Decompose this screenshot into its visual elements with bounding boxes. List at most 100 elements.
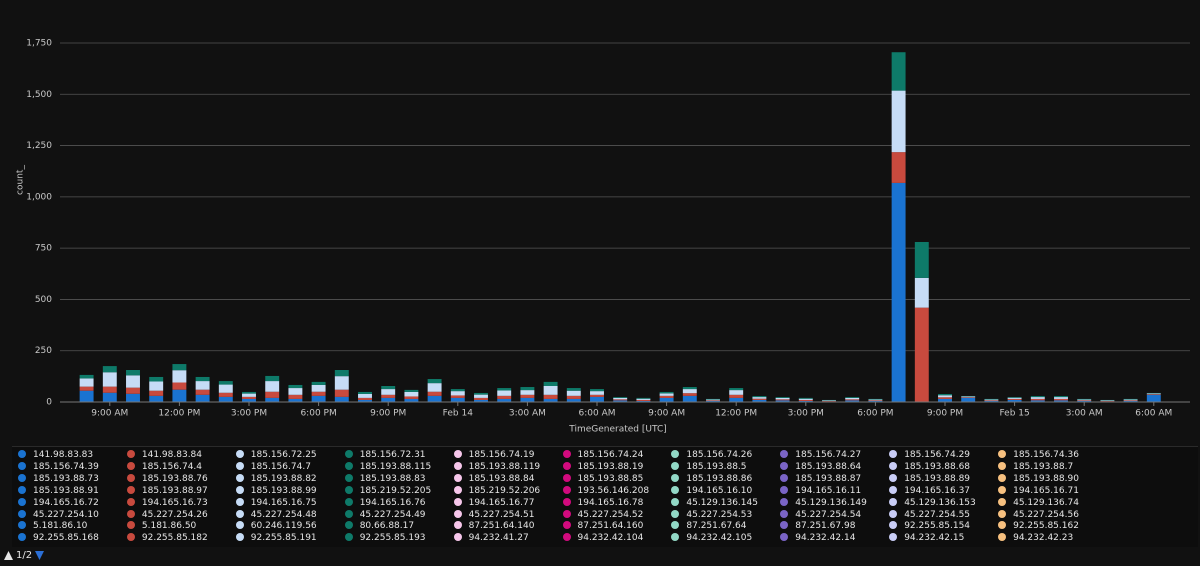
legend-item[interactable]: 92.255.85.191: [235, 533, 317, 544]
legend-item[interactable]: 185.219.52.205: [344, 485, 431, 497]
bar-segment: [242, 398, 256, 402]
legend-item[interactable]: 185.193.88.68: [889, 461, 970, 473]
legend-item[interactable]: 87.251.64.160: [562, 521, 643, 532]
legend-item[interactable]: 185.193.88.97: [126, 485, 208, 497]
legend-item[interactable]: 45.227.254.53: [671, 509, 753, 521]
legend-item[interactable]: 185.219.52.206: [453, 485, 540, 497]
legend-item[interactable]: 45.227.254.10: [18, 509, 99, 521]
legend-item[interactable]: 185.193.88.90: [998, 473, 1079, 485]
legend-marker: [126, 450, 135, 458]
legend-item[interactable]: 45.227.254.54: [780, 509, 861, 521]
legend-item[interactable]: 185.193.88.64: [780, 461, 861, 473]
legend-item[interactable]: 185.193.88.99: [235, 485, 317, 497]
legend-item[interactable]: 80.66.88.17: [344, 521, 414, 532]
legend-item[interactable]: 185.193.88.84: [453, 473, 534, 485]
legend-item[interactable]: 94.232.42.15: [889, 533, 964, 544]
legend-item[interactable]: 45.227.254.51: [453, 509, 534, 521]
legend-item[interactable]: 45.129.136.149: [780, 497, 867, 509]
legend-item[interactable]: 87.251.67.98: [780, 521, 855, 532]
legend-marker: [235, 485, 244, 494]
y-tick-label: 0: [46, 398, 52, 408]
legend-item[interactable]: 45.129.136.145: [671, 497, 758, 509]
legend-item[interactable]: 193.56.146.208: [562, 485, 649, 497]
legend-item[interactable]: 185.193.88.119: [453, 461, 540, 473]
legend-item[interactable]: 141.98.83.83: [18, 450, 93, 461]
legend-item[interactable]: 185.193.88.91: [18, 485, 99, 497]
legend-item[interactable]: 185.156.74.27: [780, 450, 861, 461]
legend-item[interactable]: 194.165.16.78: [562, 497, 643, 509]
legend-item[interactable]: 185.156.72.31: [344, 450, 426, 461]
legend-item[interactable]: 194.165.16.11: [780, 485, 861, 497]
legend-item[interactable]: 45.227.254.56: [998, 509, 1079, 521]
legend-item[interactable]: 141.98.83.84: [126, 450, 202, 461]
legend-label: 92.255.85.154: [904, 521, 971, 532]
legend-item[interactable]: 92.255.85.154: [889, 521, 970, 532]
legend-item[interactable]: 92.255.85.162: [998, 521, 1079, 532]
pager-down[interactable]: [35, 551, 45, 560]
legend-item[interactable]: 194.165.16.73: [126, 497, 208, 509]
legend-marker: [126, 461, 135, 470]
legend-item[interactable]: 45.129.136.153: [889, 497, 976, 509]
legend-item[interactable]: 45.227.254.49: [344, 509, 426, 521]
pager-up[interactable]: [4, 551, 13, 560]
legend-item[interactable]: 94.232.42.14: [780, 533, 855, 544]
legend-item[interactable]: 185.193.88.19: [562, 461, 643, 473]
legend-item[interactable]: 185.193.88.87: [780, 473, 861, 485]
legend-item[interactable]: 194.165.16.75: [235, 497, 317, 509]
legend-item[interactable]: 87.251.67.64: [671, 521, 747, 532]
legend-item[interactable]: 194.165.16.71: [998, 485, 1079, 497]
legend-item[interactable]: 45.227.254.55: [889, 509, 970, 521]
legend-item[interactable]: 185.156.74.29: [889, 450, 970, 461]
legend-item[interactable]: 92.255.85.182: [126, 533, 208, 544]
legend-item[interactable]: 185.156.74.4: [126, 461, 202, 473]
legend-item[interactable]: 185.193.88.86: [671, 473, 752, 485]
bar-segment: [1077, 399, 1092, 401]
legend-item[interactable]: 45.227.254.48: [235, 509, 317, 521]
legend-item[interactable]: 185.156.74.26: [671, 450, 752, 461]
legend-item[interactable]: 87.251.64.140: [453, 521, 534, 532]
legend-label: 45.227.254.53: [686, 509, 753, 520]
bar-segment: [729, 388, 744, 391]
legend-label: 5.181.86.10: [33, 521, 88, 532]
legend-item[interactable]: 5.181.86.10: [18, 521, 87, 532]
legend-item[interactable]: 185.193.88.5: [671, 461, 747, 473]
legend-item[interactable]: 185.193.88.85: [562, 473, 643, 485]
legend-item[interactable]: 5.181.86.50: [126, 521, 196, 532]
legend-item[interactable]: 194.165.16.72: [18, 497, 99, 509]
legend-item[interactable]: 92.255.85.168: [18, 533, 99, 544]
legend-item[interactable]: 185.193.88.73: [18, 473, 99, 485]
legend-item[interactable]: 194.165.16.10: [671, 485, 752, 497]
legend-item[interactable]: 185.156.74.19: [453, 450, 534, 461]
legend-item[interactable]: 94.232.42.104: [562, 533, 643, 544]
legend-item[interactable]: 45.227.254.52: [562, 509, 643, 521]
legend-item[interactable]: 194.165.16.37: [889, 485, 970, 497]
bar-segment: [984, 400, 999, 402]
legend-item[interactable]: 45.129.136.74: [998, 497, 1079, 509]
legend-item[interactable]: 185.156.74.39: [18, 461, 99, 473]
legend-item[interactable]: 185.193.88.82: [235, 473, 317, 485]
legend-item[interactable]: 94.232.41.27: [453, 533, 529, 544]
legend-item[interactable]: 194.165.16.77: [453, 497, 534, 509]
legend-item[interactable]: 92.255.85.193: [344, 533, 426, 544]
legend-item[interactable]: 185.193.88.83: [344, 473, 426, 485]
bar-segment: [450, 397, 465, 402]
bar-segment: [149, 381, 164, 391]
legend-marker: [344, 533, 353, 542]
bar-segment: [984, 399, 999, 401]
legend-item[interactable]: 185.193.88.7: [998, 461, 1073, 473]
legend-item[interactable]: 185.193.88.89: [889, 473, 970, 485]
legend-item[interactable]: 60.246.119.56: [235, 521, 317, 532]
legend-item[interactable]: 185.193.88.76: [126, 473, 208, 485]
legend-item[interactable]: 94.232.42.23: [998, 533, 1073, 544]
x-tick-label: 6:00 AM: [1135, 409, 1172, 419]
bar-segment: [474, 397, 488, 400]
legend-item[interactable]: 94.232.42.105: [671, 533, 752, 544]
legend-item[interactable]: 185.156.74.24: [562, 450, 643, 461]
legend-item[interactable]: 185.156.74.7: [235, 461, 311, 473]
legend-item[interactable]: 185.156.74.36: [998, 450, 1079, 461]
legend-item[interactable]: 194.165.16.76: [344, 497, 426, 509]
legend-item[interactable]: 185.193.88.115: [344, 461, 431, 473]
legend-item[interactable]: 185.156.72.25: [235, 450, 317, 461]
legend-item[interactable]: 45.227.254.26: [126, 509, 208, 521]
legend-marker: [780, 485, 789, 494]
